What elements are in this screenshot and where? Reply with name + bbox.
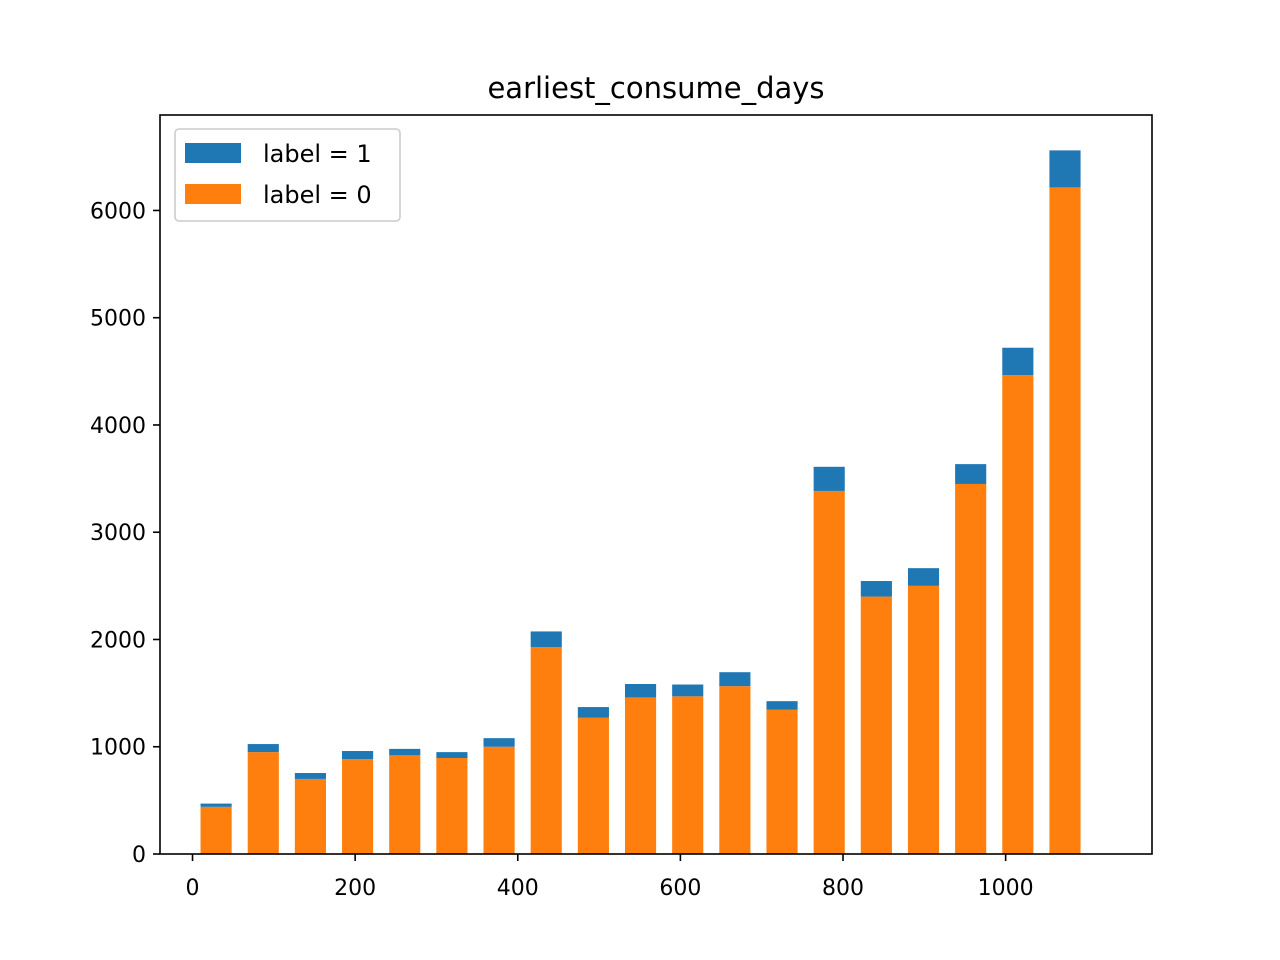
legend-swatch-0 [185, 143, 241, 163]
y-tick-label-5: 5000 [90, 307, 146, 332]
bar-label-0-6 [483, 746, 515, 854]
bar-label-1-13 [813, 466, 845, 491]
legend-label-0: label = 1 [263, 140, 372, 168]
bar-label-0-16 [955, 483, 987, 854]
y-tick-label-0: 0 [132, 843, 146, 868]
bar-label-1-9 [624, 684, 657, 698]
bar-label-1-5 [436, 752, 468, 759]
bar-label-0-17 [1002, 375, 1034, 854]
y-axis: 0 1000 2000 3000 4000 5000 6000 [90, 199, 160, 868]
bar-label-0-1 [247, 752, 279, 854]
bars-group [200, 150, 1081, 854]
bar-label-0-2 [294, 778, 326, 854]
legend-label-1: label = 0 [263, 181, 372, 209]
axes-frame [159, 114, 1153, 855]
bar-label-0-11 [719, 686, 751, 854]
x-tick-label-5: 1000 [978, 876, 1034, 901]
bar-label-1-17 [1002, 347, 1034, 376]
bar-label-1-2 [294, 773, 326, 779]
x-tick-label-3: 600 [659, 876, 701, 901]
x-axis: 0 200 400 600 800 1000 [186, 854, 1034, 901]
x-tick-label-1: 200 [334, 876, 376, 901]
y-tick-label-2: 2000 [90, 628, 146, 653]
bar-label-1-11 [719, 672, 751, 687]
bar-label-1-4 [389, 748, 421, 756]
bar-label-1-6 [483, 738, 515, 747]
y-tick-label-3: 3000 [90, 521, 146, 546]
y-tick-label-1: 1000 [90, 736, 146, 761]
chart-title: earliest_consume_days [487, 71, 824, 105]
bar-label-0-5 [436, 758, 468, 854]
bar-label-0-8 [577, 717, 609, 854]
bar-label-1-7 [530, 631, 562, 647]
bar-label-1-0 [200, 803, 232, 807]
bar-label-0-15 [907, 585, 940, 854]
bar-label-0-14 [860, 596, 892, 854]
x-tick-label-0: 0 [186, 876, 200, 901]
bar-label-0-4 [389, 755, 421, 854]
bar-label-1-15 [907, 568, 940, 586]
legend-swatch-1 [185, 184, 241, 204]
bar-label-1-8 [577, 707, 609, 718]
y-tick-label-4: 4000 [90, 414, 146, 439]
bar-label-0-10 [672, 696, 704, 854]
bar-label-0-13 [813, 490, 845, 854]
bar-label-0-3 [342, 759, 374, 854]
bar-label-1-16 [955, 464, 987, 484]
bar-label-0-18 [1049, 187, 1081, 854]
bar-label-1-3 [342, 751, 374, 760]
bar-label-1-14 [860, 581, 892, 597]
y-tick-label-6: 6000 [90, 199, 146, 224]
legend: label = 1 label = 0 [174, 128, 401, 222]
bar-label-1-10 [672, 684, 704, 697]
bar-label-0-7 [530, 646, 562, 854]
bar-label-1-1 [247, 744, 279, 753]
bar-label-1-18 [1049, 150, 1081, 188]
bar-label-1-12 [766, 701, 798, 710]
bar-label-0-9 [624, 697, 657, 854]
x-tick-label-2: 400 [497, 876, 539, 901]
bar-label-0-0 [200, 806, 232, 854]
bar-label-0-12 [766, 709, 798, 854]
x-tick-label-4: 800 [822, 876, 864, 901]
